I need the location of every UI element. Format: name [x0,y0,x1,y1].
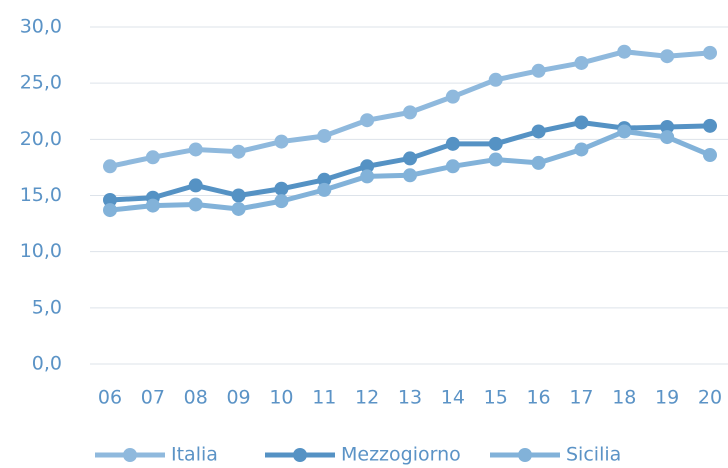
point [617,44,632,59]
point [188,142,203,157]
point [188,197,203,212]
x-tick-label: 18 [612,387,636,409]
x-tick-label: 10 [269,387,293,409]
point [103,159,117,174]
point [617,124,632,139]
point [103,203,117,218]
point [488,72,503,87]
x-tick-label: 20 [698,387,722,409]
point [145,150,160,165]
point [445,89,460,104]
point [145,198,160,213]
point [360,113,375,128]
point [703,148,717,163]
point [660,130,675,145]
point [231,188,246,203]
legend-label: Mezzogiorno [341,444,461,466]
point [403,105,417,120]
x-tick-label: 12 [355,387,379,409]
y-tick-label: 25,0 [20,72,62,94]
x-tick-label: 15 [484,387,508,409]
point [488,136,503,151]
point [660,119,675,134]
point [574,115,589,130]
y-tick-label: 15,0 [20,184,62,206]
y-tick-label: 30,0 [20,16,62,38]
x-tick-label: 14 [441,387,465,409]
point [360,159,375,174]
point [531,124,546,139]
point [660,49,675,64]
point [317,172,332,187]
x-tick-label: 16 [526,387,550,409]
point [231,144,246,159]
legend-marker [123,448,137,462]
point [703,118,717,133]
legend-label: Sicilia [566,444,621,466]
x-tick-label: 19 [655,387,679,409]
x-tick-label: 11 [312,387,336,409]
point [445,159,460,174]
x-tick-label: 07 [141,387,165,409]
point [188,178,203,193]
point [274,181,289,196]
x-tick-label: 08 [184,387,208,409]
point [574,55,589,70]
y-tick-label: 0,0 [32,353,62,375]
y-tick-label: 5,0 [32,296,62,318]
point [360,169,375,184]
point [403,151,417,166]
y-tick-label: 20,0 [20,128,62,150]
point [703,45,717,60]
point [445,136,460,151]
x-tick-label: 17 [569,387,593,409]
x-tick-label: 09 [226,387,250,409]
x-tick-label: 06 [98,387,122,409]
point [531,155,546,170]
x-tick-label: 13 [398,387,422,409]
point [274,194,289,209]
point [103,192,117,207]
point [574,142,589,157]
point [531,63,546,78]
y-tick-label: 10,0 [20,240,62,262]
point [274,134,289,149]
legend-marker [293,448,307,462]
legend-marker [518,448,532,462]
point [488,152,503,167]
point [317,128,332,143]
legend-label: Italia [171,444,218,466]
point [231,201,246,216]
point [403,168,417,183]
point [317,182,332,197]
